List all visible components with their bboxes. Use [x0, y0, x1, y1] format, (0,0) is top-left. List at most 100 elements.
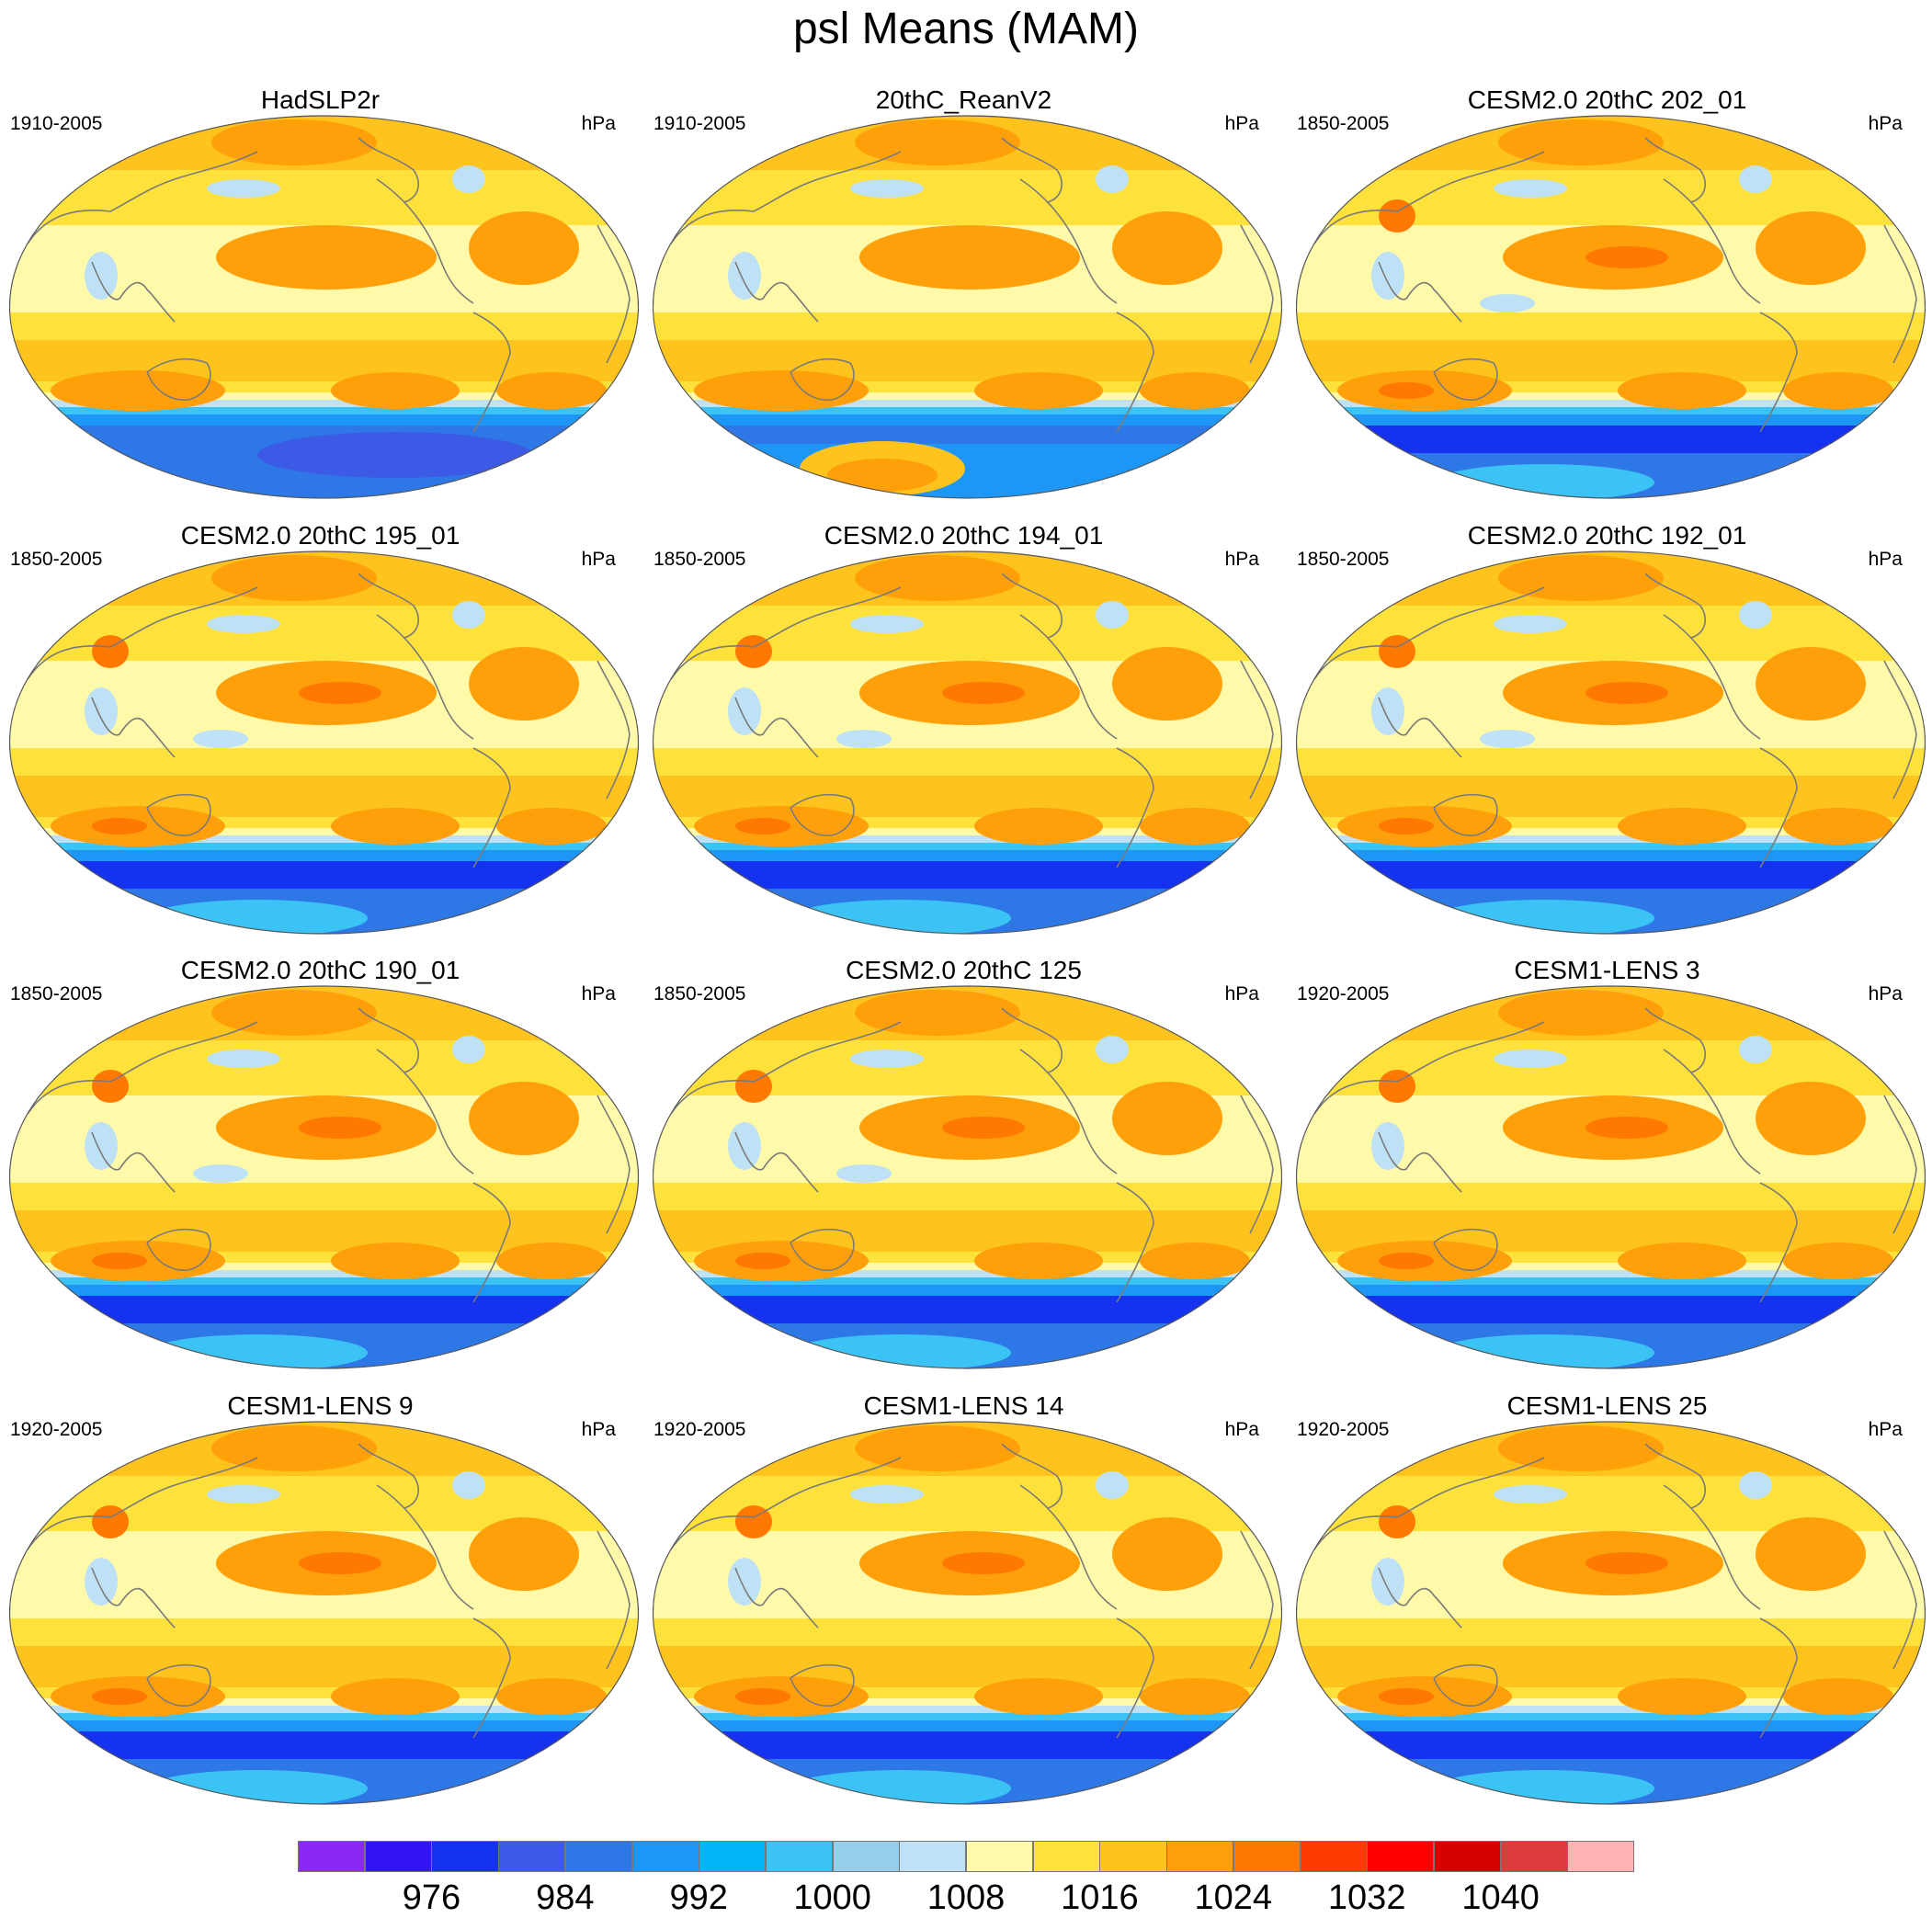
colorbar-swatch: [1233, 1841, 1301, 1872]
south-pacific-high: [1618, 1678, 1746, 1715]
field-southern-ocean-3: [9, 1720, 639, 1731]
north-pacific-high-core: [1585, 1552, 1668, 1574]
map-field: [9, 986, 639, 1368]
field-north-mid: [9, 170, 639, 207]
icelandic-low: [1096, 1036, 1129, 1063]
arctic-high: [1498, 555, 1664, 601]
pressure-map: [653, 115, 1282, 499]
field-north-subtropics: [9, 207, 639, 225]
field-southern-ocean-3: [9, 414, 639, 426]
south-atlantic-high: [1140, 1243, 1250, 1279]
map-field: [653, 551, 1282, 934]
north-pacific-high: [216, 225, 437, 289]
south-atlantic-high: [1140, 1678, 1250, 1715]
panel-period: 1850-2005: [653, 549, 746, 570]
panel-period: 1920-2005: [1297, 983, 1390, 1004]
coastlines: [670, 1007, 1274, 1303]
colorbar-swatch: [1166, 1841, 1234, 1872]
colorbar-tick-label: 1040: [1461, 1878, 1540, 1917]
coast-south-asia: [91, 1567, 176, 1629]
colorbar-legend: 976 984 992 1000 1008 1016 1024 1032 1040: [298, 1841, 1635, 1917]
south-pacific-high: [1618, 1243, 1746, 1279]
pressure-map: [653, 985, 1282, 1369]
field-south-subtropics: [1296, 312, 1926, 340]
coast-north-america: [1019, 1049, 1118, 1175]
south-indian-high-core: [1379, 1688, 1434, 1705]
west-pacific-low: [193, 1164, 248, 1183]
panel-period: 1920-2005: [10, 1419, 103, 1440]
map-field: [1296, 1422, 1926, 1804]
north-atlantic-high: [1112, 1517, 1222, 1591]
north-atlantic-high: [1112, 211, 1222, 285]
tibet-high: [92, 635, 129, 668]
coast-south-america: [472, 1617, 511, 1739]
panel-title: CESM2.0 20thC 195_01: [180, 521, 460, 550]
coast-africa: [1240, 224, 1274, 364]
field-southern-ocean-1: [1296, 400, 1926, 407]
map-outline: [1296, 985, 1926, 1369]
pressure-map: [653, 1421, 1282, 1805]
field-southern-ocean-2: [9, 1713, 639, 1720]
aleutian-low: [1494, 179, 1567, 198]
panel-period: 1850-2005: [1297, 549, 1390, 570]
map-field: [9, 1422, 639, 1804]
map-panel: CESM2.0 20thC 195_01 1850-2005 hPa: [0, 520, 641, 935]
coast-north-america: [1663, 1049, 1761, 1175]
coast-greenland-arc: [1644, 137, 1706, 203]
south-pacific-high: [974, 372, 1103, 409]
coast-africa: [1240, 660, 1274, 800]
south-indian-high-core: [1379, 818, 1434, 834]
panel-title: CESM2.0 20thC 190_01: [180, 956, 460, 984]
panel-units: hPa: [581, 113, 616, 134]
coast-eurasia: [27, 151, 258, 244]
panel-units: hPa: [1224, 1419, 1259, 1440]
south-atlantic-high: [496, 1243, 607, 1279]
north-atlantic-high: [469, 211, 579, 285]
pressure-map: [9, 985, 639, 1369]
south-asia-low: [1371, 687, 1404, 735]
south-atlantic-high: [1783, 808, 1893, 845]
coast-north-america: [376, 614, 474, 740]
field-southern-ocean-2: [653, 1713, 1282, 1720]
coast-australia: [1433, 1663, 1498, 1707]
map-panel: CESM1-LENS 25 1920-2005 hPa: [1287, 1390, 1927, 1805]
aleutian-low: [850, 1050, 924, 1068]
south-pacific-high: [974, 1678, 1103, 1715]
map-outline: [653, 115, 1282, 499]
coast-africa: [1240, 1095, 1274, 1234]
coast-north-america: [376, 178, 474, 304]
field-south-transition-2: [9, 1698, 639, 1706]
field-southern-ocean-3: [1296, 850, 1926, 861]
north-pacific-high-core: [1585, 1117, 1668, 1139]
map-outline: [9, 1421, 639, 1805]
north-pacific-high-core: [942, 1552, 1025, 1574]
panel-units: hPa: [1868, 549, 1903, 570]
south-indian-high-core: [735, 1688, 790, 1705]
south-indian-high-core: [92, 1253, 147, 1269]
north-pacific-high-core: [299, 1552, 381, 1574]
field-south-subtropics: [9, 312, 639, 340]
tibet-high: [1379, 1070, 1415, 1103]
colorbar-tick-label: 1008: [926, 1878, 1006, 1917]
coast-africa: [597, 224, 631, 364]
coastlines: [27, 573, 631, 868]
field-southern-ocean-core: [653, 861, 1282, 889]
field-southern-ocean-2: [9, 407, 639, 414]
coast-south-america: [472, 747, 511, 868]
map-panel: CESM1-LENS 9 1920-2005 hPa: [0, 1390, 641, 1805]
coast-australia: [1433, 1228, 1498, 1271]
north-pacific-high-core: [299, 1117, 381, 1139]
field-southern-ocean-core: [1296, 861, 1926, 889]
north-atlantic-high: [469, 647, 579, 721]
coast-north-america: [1019, 1484, 1118, 1610]
north-atlantic-high: [1756, 1517, 1866, 1591]
field-south-subtropics: [653, 1618, 1282, 1646]
coast-greenland-arc: [358, 1007, 419, 1073]
colorbar-swatch: [498, 1841, 566, 1872]
map-outline: [1296, 1421, 1926, 1805]
arctic-high: [211, 990, 377, 1036]
arctic-high: [855, 1425, 1020, 1471]
colorbar-swatch: [832, 1841, 900, 1872]
field-south-transition-2: [9, 392, 639, 400]
coast-greenland-arc: [1001, 1443, 1063, 1509]
